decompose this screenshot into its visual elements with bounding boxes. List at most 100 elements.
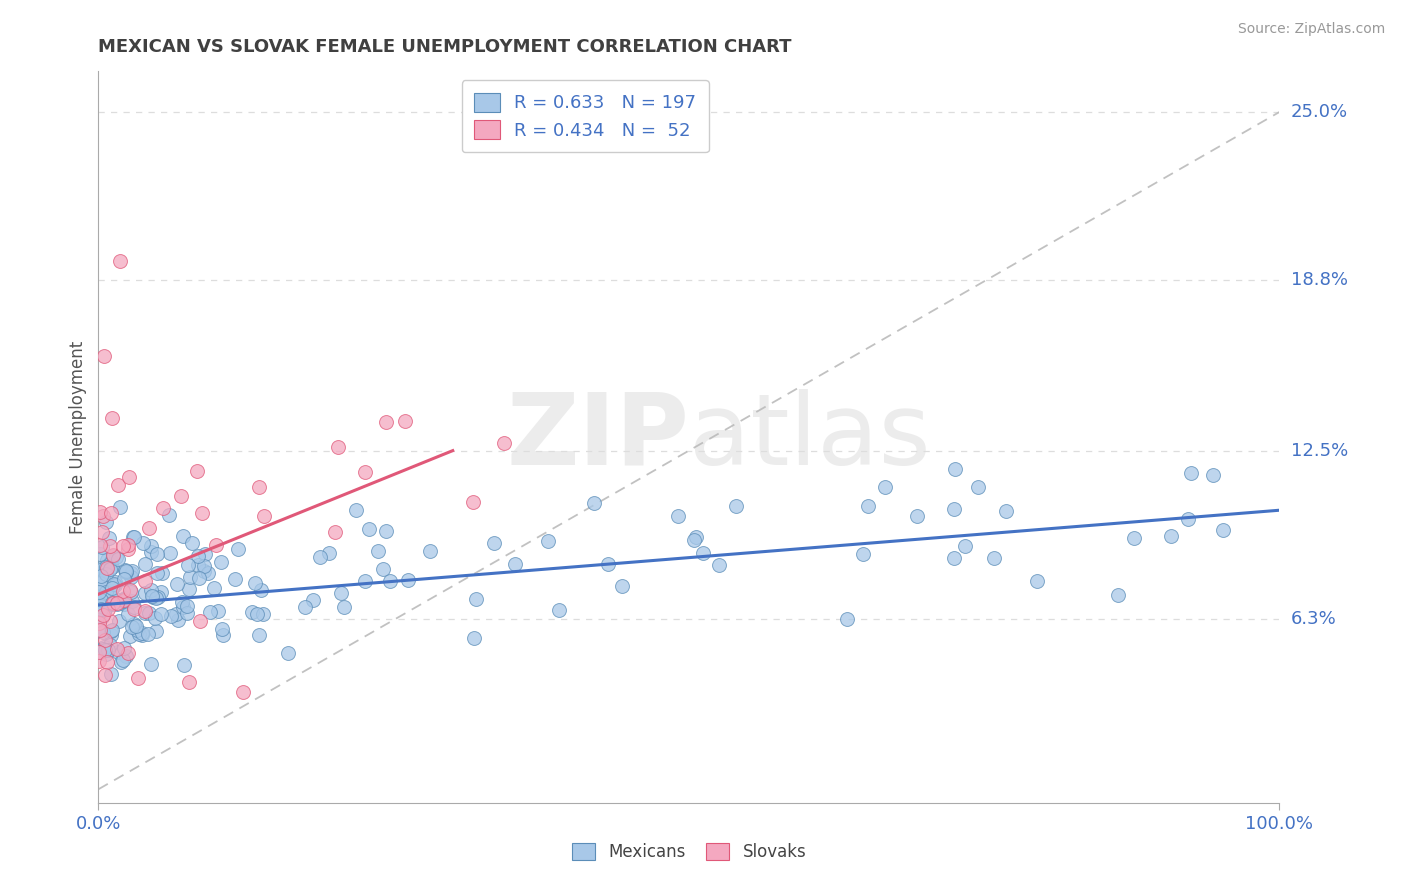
- Point: [117, 647, 139, 661]
- Point: [243, 576, 266, 591]
- Point: [211, 628, 233, 642]
- Point: [852, 547, 875, 561]
- Point: [91, 624, 114, 639]
- Point: [89, 564, 111, 578]
- Point: [159, 546, 181, 560]
- Point: [143, 610, 166, 624]
- Point: [173, 658, 195, 673]
- Point: [103, 591, 125, 605]
- Point: [100, 554, 122, 568]
- Point: [247, 628, 270, 642]
- Point: [134, 606, 156, 620]
- Legend: Mexicans, Slovaks: Mexicans, Slovaks: [565, 836, 813, 868]
- Point: [139, 582, 162, 597]
- Point: [1122, 531, 1144, 545]
- Point: [252, 607, 274, 621]
- Point: [1025, 574, 1047, 588]
- Point: [394, 414, 416, 428]
- Point: [120, 629, 142, 643]
- Point: [131, 626, 153, 640]
- Point: [494, 436, 516, 450]
- Point: [537, 533, 560, 548]
- Point: [1107, 588, 1129, 602]
- Point: [107, 645, 129, 659]
- Point: [91, 642, 114, 657]
- Point: [112, 539, 135, 553]
- Point: [122, 530, 145, 544]
- Point: [548, 603, 571, 617]
- Point: [209, 555, 232, 569]
- Point: [101, 596, 124, 610]
- Point: [141, 545, 163, 559]
- Point: [308, 550, 330, 565]
- Point: [96, 552, 118, 566]
- Point: [101, 582, 124, 596]
- Point: [583, 496, 606, 510]
- Point: [187, 549, 209, 563]
- Point: [97, 643, 120, 657]
- Point: [353, 466, 375, 480]
- Point: [187, 558, 209, 573]
- Point: [326, 440, 349, 454]
- Point: [247, 480, 270, 494]
- Point: [94, 566, 117, 581]
- Point: [120, 566, 142, 580]
- Point: [89, 584, 111, 599]
- Point: [246, 607, 269, 622]
- Point: [89, 645, 111, 659]
- Point: [100, 667, 122, 681]
- Point: [198, 606, 221, 620]
- Point: [104, 549, 127, 564]
- Point: [89, 624, 111, 639]
- Point: [104, 574, 127, 589]
- Point: [905, 508, 928, 523]
- Point: [692, 546, 714, 560]
- Point: [97, 602, 120, 616]
- Point: [108, 615, 131, 629]
- Point: [125, 618, 148, 632]
- Point: [103, 549, 125, 563]
- Point: [91, 607, 114, 622]
- Point: [100, 559, 122, 574]
- Point: [505, 558, 527, 572]
- Point: [1212, 523, 1234, 537]
- Point: [134, 574, 156, 589]
- Point: [93, 643, 115, 657]
- Point: [100, 624, 122, 639]
- Point: [120, 569, 142, 583]
- Point: [90, 601, 112, 615]
- Point: [120, 584, 142, 599]
- Point: [139, 657, 162, 671]
- Point: [188, 570, 211, 584]
- Point: [318, 546, 340, 560]
- Text: 18.8%: 18.8%: [1291, 271, 1347, 289]
- Point: [177, 558, 200, 572]
- Point: [100, 560, 122, 574]
- Point: [146, 566, 169, 580]
- Point: [89, 547, 111, 561]
- Point: [89, 538, 111, 552]
- Point: [138, 520, 160, 534]
- Point: [94, 582, 117, 597]
- Point: [91, 609, 114, 624]
- Point: [967, 479, 990, 493]
- Point: [685, 530, 707, 544]
- Point: [122, 601, 145, 615]
- Point: [111, 653, 134, 667]
- Point: [419, 544, 441, 558]
- Point: [107, 478, 129, 492]
- Point: [205, 538, 228, 552]
- Point: [150, 566, 173, 580]
- Point: [193, 564, 215, 578]
- Point: [98, 589, 121, 603]
- Point: [302, 593, 325, 607]
- Point: [131, 628, 153, 642]
- Point: [277, 646, 299, 660]
- Point: [112, 572, 135, 586]
- Point: [98, 614, 121, 628]
- Point: [103, 577, 125, 591]
- Point: [105, 596, 128, 610]
- Point: [118, 469, 141, 483]
- Point: [725, 499, 748, 513]
- Point: [1202, 467, 1225, 482]
